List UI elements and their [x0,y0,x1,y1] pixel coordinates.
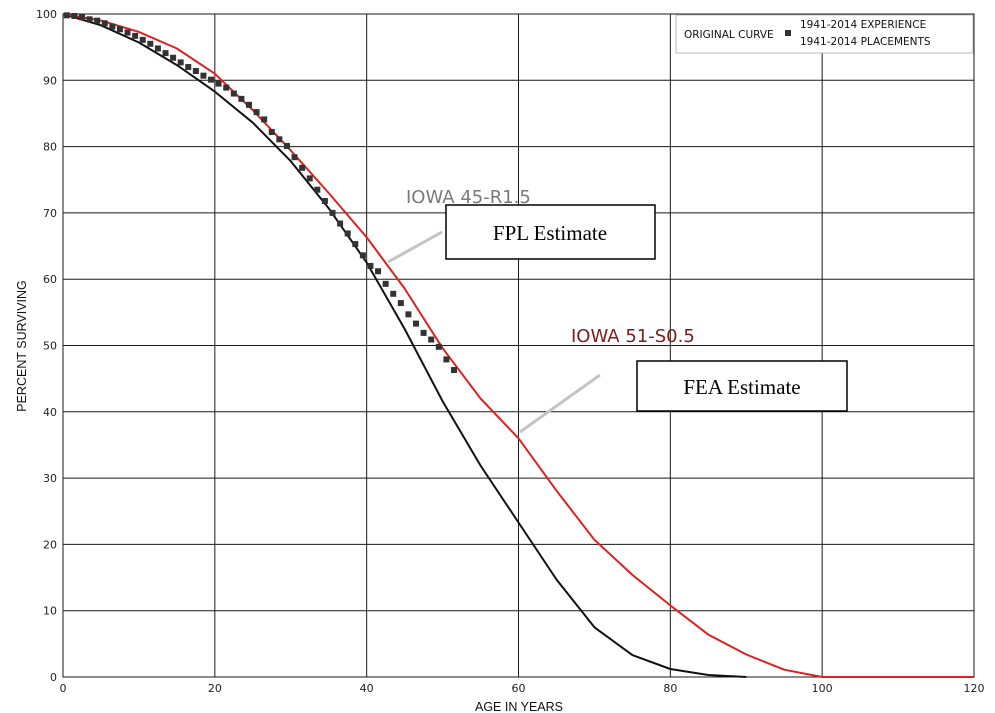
data-point [390,290,397,297]
data-point [450,367,457,374]
data-point [435,343,442,350]
y-tick-label: 60 [43,273,57,286]
data-point [306,175,313,182]
data-point [344,230,351,237]
legend-entry-placements: 1941-2014 PLACEMENTS [800,36,931,48]
fea-estimate-box [636,360,848,412]
y-axis-title: PERCENT SURVIVING [15,280,29,412]
x-tick-label: 80 [663,682,677,695]
data-point [71,12,78,19]
data-point [375,268,382,275]
x-tick-label: 60 [512,682,526,695]
legend-marker [785,30,791,36]
data-point [352,241,359,248]
data-point [78,14,85,21]
y-tick-label: 20 [43,538,57,551]
legend-entry-experience: 1941-2014 EXPERIENCE [800,19,926,31]
data-point [268,129,275,136]
data-point [215,80,222,87]
data-point [192,68,199,75]
y-tick-label: 100 [36,8,57,21]
y-tick-label: 80 [43,141,57,154]
data-point [291,154,298,161]
y-tick-label: 70 [43,207,57,220]
grid [62,13,975,678]
data-point [147,40,154,47]
data-point [132,32,139,39]
data-point [109,23,116,30]
data-point [162,50,169,57]
series-line-iowa-51-s0-5 [62,13,974,678]
data-point [329,209,336,216]
data-point [63,12,70,19]
data-point [223,84,230,91]
series-layer [62,12,974,678]
data-point [283,142,290,149]
series-line-iowa-45-r1-5 [62,13,747,678]
x-axis-title: AGE IN YEARS [475,700,563,713]
data-point [261,116,268,123]
axes: 0 10 20 30 40 50 60 70 80 90 100 0 20 40 60 80 100 120 [36,8,985,695]
data-point [253,109,260,116]
data-point [299,164,306,171]
data-point [94,17,101,24]
data-point [245,101,252,108]
data-point [230,90,237,97]
annotations: IOWA 45-R1.5 IOWA 51-S0.5 FPL Estimate FEA … [387,187,848,434]
data-point [413,320,420,327]
data-point [200,72,207,79]
data-point [420,329,427,336]
y-tick-label: 0 [50,671,57,684]
data-point [428,336,435,343]
fea-estimate-label: FEA Estimate [683,375,800,399]
data-point [276,136,283,143]
data-point [337,220,344,227]
x-tick-label: 40 [360,682,374,695]
iowa-45-r1-5-label: IOWA 45-R1.5 [406,187,531,208]
legend-original-curve: ORIGINAL CURVE [684,29,774,41]
data-point [177,59,184,66]
data-point [367,262,374,269]
y-tick-label: 40 [43,406,57,419]
data-point [443,356,450,363]
iowa-51-s0-5-label: IOWA 51-S0.5 [571,326,695,347]
legend: ORIGINAL CURVE 1941-2014 EXPERIENCE 1941-2… [675,14,974,54]
data-point [170,54,177,61]
data-point [116,26,123,33]
data-point [154,45,161,52]
data-point [185,64,192,71]
data-point [238,95,245,102]
data-point [382,280,389,287]
y-tick-label: 90 [43,74,57,87]
fpl-leader-line [387,230,443,264]
fpl-estimate-label: FPL Estimate [493,221,607,245]
x-tick-label: 20 [208,682,222,695]
x-tick-label: 120 [964,682,985,695]
fea-leader-line [519,373,601,434]
data-point [359,252,366,259]
y-tick-label: 10 [43,605,57,618]
x-tick-label: 0 [60,682,67,695]
data-point [139,36,146,43]
fpl-estimate-box [445,204,656,260]
legend-box [675,14,974,54]
data-point [321,197,328,204]
x-tick-label: 100 [812,682,833,695]
data-point [314,186,321,193]
plot-frame [62,13,975,678]
y-tick-label: 50 [43,340,57,353]
data-point [208,76,215,83]
data-point [86,16,93,23]
data-point [405,311,412,318]
data-point [124,29,131,36]
data-point [101,20,108,27]
data-point [397,300,404,307]
y-tick-label: 30 [43,472,57,485]
